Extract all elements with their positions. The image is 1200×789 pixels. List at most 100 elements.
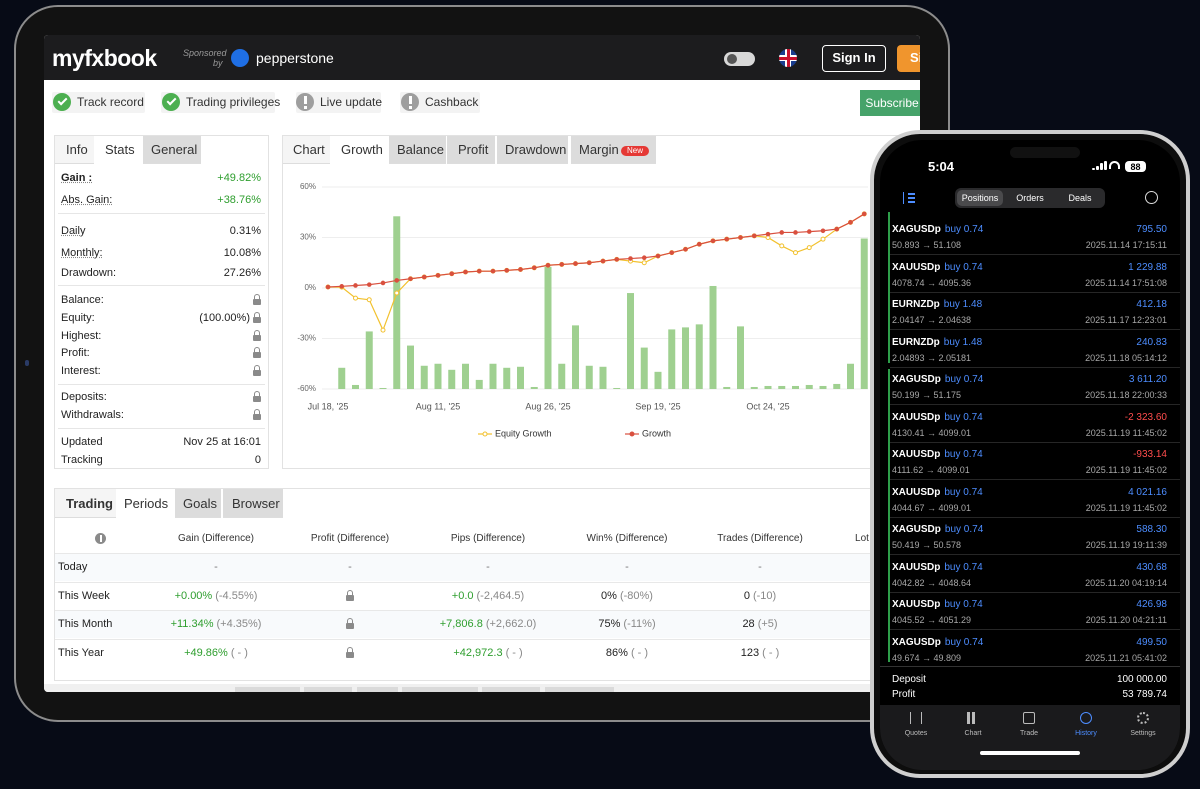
cell-value: +49.86% <box>184 647 228 659</box>
sponsored-by-label: by <box>213 58 223 68</box>
cell-diff: (-4.55%) <box>215 590 258 602</box>
nav-label: Chart <box>964 730 982 737</box>
point <box>531 265 537 271</box>
position-time: 2025.11.18 22:00:33 <box>1085 390 1167 400</box>
lock-icon <box>253 299 261 305</box>
tab-label: Margin <box>579 142 619 157</box>
tab[interactable] <box>389 136 446 164</box>
cell-diff: (+5) <box>757 618 778 630</box>
position-prices: 4078.74 → 4095.36 <box>892 277 972 288</box>
segment-active[interactable] <box>957 190 1003 206</box>
y-tick-label: -60% <box>297 384 316 393</box>
bar <box>338 367 346 389</box>
row-label: This Month <box>58 618 113 630</box>
position-title: XAUUSDp buy 0.74 <box>892 260 983 276</box>
tab[interactable] <box>55 136 94 164</box>
table-cell: 0 (-10) <box>744 588 776 604</box>
tab[interactable] <box>116 489 173 518</box>
signal-bar <box>1104 161 1107 170</box>
tab[interactable] <box>223 489 283 518</box>
toggle-knob <box>727 54 737 64</box>
deposit-value: 100 000.00 <box>1116 674 1167 685</box>
top-bar <box>44 35 920 80</box>
point <box>806 229 812 234</box>
side: buy 0.74 <box>944 636 984 648</box>
tab[interactable] <box>497 136 568 164</box>
info-bar <box>99 537 102 542</box>
table-cell: 123( - ) <box>741 645 779 661</box>
position-time: 2025.11.19 11:45:02 <box>1085 427 1167 438</box>
position-title: XAGUSDp buy 0.74 <box>892 222 983 238</box>
cell-value: +0.0 <box>451 590 474 602</box>
x-tick-label: Oct 24, '25 <box>746 401 789 411</box>
point <box>559 262 565 267</box>
history-clock-icon[interactable] <box>1145 191 1158 204</box>
symbol: EURNZDp <box>892 336 940 348</box>
sign-up-button[interactable] <box>897 45 920 72</box>
position-title: XAGUSDp buy 0.74 <box>892 372 983 388</box>
nav-icon[interactable] <box>967 712 975 724</box>
lock-icon <box>253 352 261 358</box>
bar <box>558 363 566 389</box>
sign-in-label: Sign In <box>832 50 876 65</box>
tab-label: Goals <box>183 495 217 511</box>
nav-label: Quotes <box>904 730 928 737</box>
nav-icon[interactable] <box>1137 712 1149 724</box>
legend-marker <box>629 431 635 437</box>
cell-value: - <box>214 561 218 573</box>
table-cell: - <box>758 559 762 575</box>
status-label: Cashback <box>425 95 479 109</box>
point <box>600 258 606 264</box>
cell-value: 0 <box>743 590 750 602</box>
side: buy 1.48 <box>943 336 983 348</box>
tab[interactable] <box>447 136 495 164</box>
tab-label: Drawdown <box>505 142 567 157</box>
tab[interactable] <box>94 136 142 164</box>
nav-icon[interactable] <box>910 712 922 724</box>
lock-shackle <box>254 391 260 398</box>
stat-value: Nov 25 at 16:01 <box>183 436 261 448</box>
position-prices: 50.419 → 50.578 <box>892 540 962 550</box>
tab[interactable] <box>175 489 221 518</box>
nav-icon[interactable] <box>1023 712 1035 724</box>
position-profit: 412.18 <box>1136 299 1167 310</box>
side: buy 0.74 <box>944 411 983 423</box>
sign-in-button[interactable] <box>822 45 886 72</box>
stat-label: Daily <box>61 225 86 237</box>
subscribe-button[interactable] <box>860 90 920 116</box>
tab[interactable] <box>55 489 116 518</box>
lock-icon <box>346 623 354 629</box>
bar <box>805 384 813 389</box>
lock-icon <box>253 396 261 402</box>
subscribe-label: Subscribe <box>865 96 919 110</box>
stat-value: 10.08% <box>223 247 261 259</box>
column-header: Win% (Difference) <box>586 533 668 544</box>
profit-value: 53 789.74 <box>1122 689 1168 700</box>
cell-value: - <box>486 561 490 573</box>
sponsor-icon <box>231 49 249 67</box>
cell-diff: (+2,662.0) <box>485 618 537 630</box>
bar <box>420 365 428 389</box>
cell-diff: (-11%) <box>623 618 656 630</box>
sort-line <box>908 197 915 199</box>
segment-label: Orders <box>1016 193 1044 203</box>
tab-label: Profit <box>458 142 489 157</box>
cell-value: - <box>758 561 762 573</box>
row-label: Today <box>58 561 88 573</box>
language-flag[interactable] <box>779 49 797 67</box>
nav-icon[interactable] <box>1080 712 1092 724</box>
tab[interactable] <box>283 136 330 164</box>
tab[interactable] <box>143 136 201 164</box>
battery <box>1125 161 1146 172</box>
point <box>504 268 510 273</box>
cell-value: 86% <box>605 647 628 659</box>
table-row <box>55 553 920 581</box>
tab[interactable] <box>330 136 388 164</box>
exclaim-bar <box>304 96 307 104</box>
strip-button <box>545 687 614 692</box>
bar <box>819 385 827 389</box>
bar <box>462 363 469 389</box>
column-header: Profit (Difference) <box>310 533 390 544</box>
position-profit: 795.50 <box>1136 224 1167 235</box>
